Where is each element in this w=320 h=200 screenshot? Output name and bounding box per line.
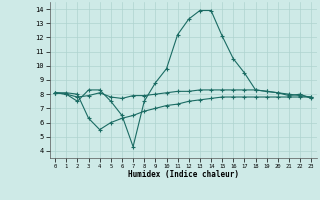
X-axis label: Humidex (Indice chaleur): Humidex (Indice chaleur): [128, 170, 239, 179]
